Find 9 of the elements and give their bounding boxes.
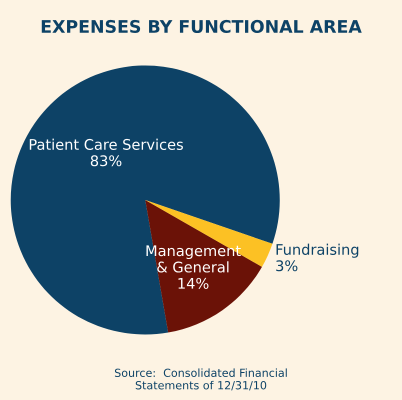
slice-label: Fundraising: [276, 244, 358, 258]
chart-title: EXPENSES BY FUNCTIONAL AREA: [42, 20, 362, 34]
slice-label: Patient Care Services: [30, 138, 183, 150]
source-note: Source: Consolidated Financial Statements of 12/31/10: [114, 368, 287, 390]
slice-label: Management & General: [146, 245, 241, 273]
data-label: 3%: [276, 260, 298, 272]
data-label: 14%: [178, 278, 208, 289]
data-label: 83%: [90, 155, 122, 166]
pie-slice: [145, 200, 262, 333]
